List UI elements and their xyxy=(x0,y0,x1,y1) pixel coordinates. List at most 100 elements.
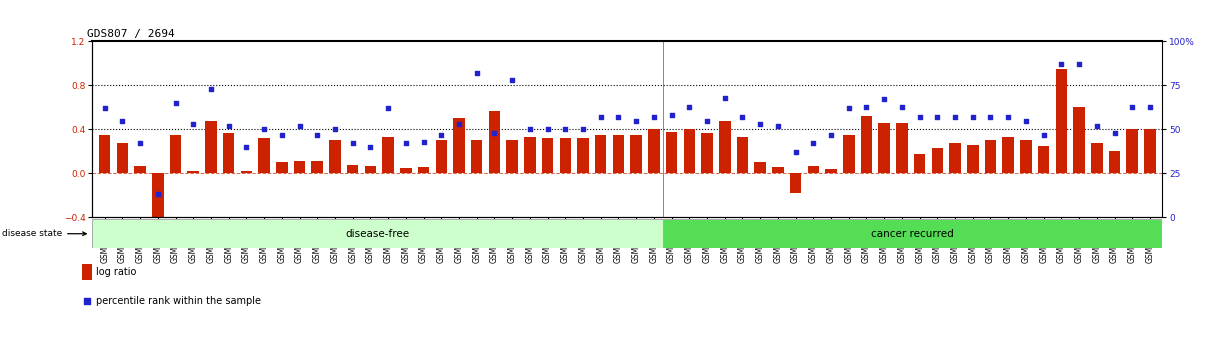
Bar xyxy=(560,138,571,173)
Point xyxy=(573,127,593,132)
Bar xyxy=(347,165,358,173)
Point xyxy=(645,114,664,120)
Point xyxy=(590,114,610,120)
Bar xyxy=(153,173,164,230)
Point xyxy=(183,121,203,127)
Text: disease-free: disease-free xyxy=(346,229,410,239)
Text: percentile rank within the sample: percentile rank within the sample xyxy=(96,296,261,306)
Point xyxy=(1140,104,1160,109)
Point xyxy=(77,298,97,304)
Point xyxy=(1087,123,1107,129)
Point xyxy=(626,118,646,123)
Point xyxy=(202,86,221,92)
Point xyxy=(856,104,876,109)
Point xyxy=(697,118,717,123)
Point xyxy=(325,127,344,132)
Bar xyxy=(98,135,111,173)
Bar xyxy=(648,129,659,173)
Bar xyxy=(170,135,181,173)
Point xyxy=(945,114,964,120)
Bar xyxy=(931,148,943,173)
Bar xyxy=(737,137,748,173)
Bar xyxy=(914,154,925,173)
Text: cancer recurred: cancer recurred xyxy=(871,229,954,239)
Point xyxy=(715,95,734,100)
Bar xyxy=(311,161,323,173)
Bar xyxy=(453,118,465,173)
Point xyxy=(290,123,310,129)
Point xyxy=(875,97,894,102)
Bar xyxy=(701,133,712,173)
Bar xyxy=(1002,137,1014,173)
Bar xyxy=(241,171,252,173)
Point xyxy=(236,144,256,150)
Point xyxy=(910,114,930,120)
Bar xyxy=(665,131,678,173)
Bar xyxy=(772,167,784,173)
Bar xyxy=(524,137,535,173)
Point xyxy=(609,114,629,120)
Bar xyxy=(330,140,341,173)
Bar xyxy=(435,140,446,173)
Point xyxy=(95,106,114,111)
Bar xyxy=(631,135,642,173)
Bar xyxy=(1144,129,1156,173)
Bar xyxy=(1091,142,1102,173)
Point xyxy=(413,139,433,145)
Bar xyxy=(684,129,695,173)
Point xyxy=(1052,61,1071,67)
Text: log ratio: log ratio xyxy=(96,267,137,277)
Bar xyxy=(861,116,872,173)
Point xyxy=(379,106,399,111)
Bar xyxy=(825,169,836,173)
Bar xyxy=(967,145,979,173)
Point xyxy=(343,141,363,146)
Bar xyxy=(205,120,216,173)
Bar xyxy=(488,111,501,173)
Bar xyxy=(223,133,235,173)
Point xyxy=(1069,61,1089,67)
Point xyxy=(130,141,150,146)
Point xyxy=(360,144,380,150)
Point xyxy=(733,114,753,120)
Point xyxy=(980,114,1000,120)
Bar xyxy=(720,120,731,173)
Point xyxy=(432,132,451,137)
Bar xyxy=(1127,129,1138,173)
Bar xyxy=(790,173,802,193)
Bar xyxy=(595,135,606,173)
Bar xyxy=(1038,146,1049,173)
Bar xyxy=(471,140,482,173)
Point xyxy=(219,123,239,129)
Bar xyxy=(663,219,1162,248)
Bar xyxy=(117,142,128,173)
Bar xyxy=(187,171,199,173)
Bar xyxy=(400,168,412,173)
Point xyxy=(662,112,681,118)
Point xyxy=(538,127,557,132)
Bar xyxy=(985,140,996,173)
Point xyxy=(485,130,504,136)
Bar xyxy=(507,140,518,173)
Point xyxy=(308,132,327,137)
Point xyxy=(803,141,823,146)
Point xyxy=(520,127,540,132)
Point xyxy=(396,141,416,146)
Point xyxy=(556,127,576,132)
Bar xyxy=(1055,69,1068,173)
Point xyxy=(786,149,806,155)
Point xyxy=(1033,132,1053,137)
Point xyxy=(750,121,770,127)
Bar xyxy=(1020,140,1032,173)
Point xyxy=(166,100,186,106)
Bar xyxy=(383,137,394,173)
Point xyxy=(1123,104,1143,109)
Bar xyxy=(950,142,961,173)
Point xyxy=(927,114,947,120)
Text: disease state: disease state xyxy=(2,229,86,238)
Point xyxy=(839,106,859,111)
Bar xyxy=(843,135,855,173)
Bar xyxy=(418,167,429,173)
Bar xyxy=(542,138,554,173)
Bar xyxy=(82,264,91,280)
